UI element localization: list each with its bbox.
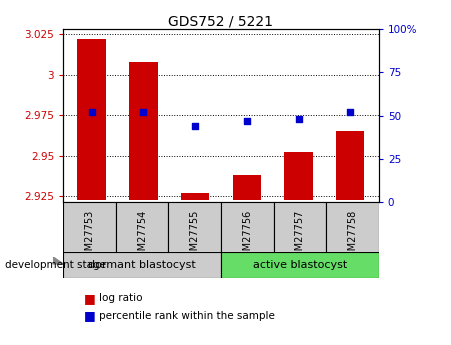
Point: [347, 109, 354, 115]
Bar: [221, 202, 274, 254]
Point: [192, 123, 199, 129]
Text: dormant blastocyst: dormant blastocyst: [88, 260, 196, 270]
Text: ■: ■: [83, 309, 95, 322]
Text: GSM27756: GSM27756: [242, 209, 252, 263]
Bar: [63, 252, 221, 278]
Bar: [233, 175, 261, 200]
Text: GSM27757: GSM27757: [295, 209, 305, 263]
Bar: [284, 152, 313, 200]
Text: GSM27758: GSM27758: [348, 209, 358, 263]
Bar: [63, 202, 116, 254]
Bar: [168, 202, 221, 254]
Bar: [336, 131, 364, 200]
Text: ■: ■: [83, 292, 95, 305]
Text: log ratio: log ratio: [99, 294, 143, 303]
Text: GSM27755: GSM27755: [190, 209, 200, 263]
Bar: [326, 202, 379, 254]
Text: GSM27753: GSM27753: [84, 209, 94, 263]
Point: [88, 109, 95, 115]
Point: [140, 109, 147, 115]
Text: active blastocyst: active blastocyst: [253, 260, 347, 270]
Bar: [274, 202, 326, 254]
Text: percentile rank within the sample: percentile rank within the sample: [99, 311, 275, 321]
Point: [243, 118, 250, 124]
Polygon shape: [53, 257, 63, 264]
Text: GSM27754: GSM27754: [137, 209, 147, 263]
Bar: [116, 202, 168, 254]
Bar: [221, 252, 379, 278]
Point: [295, 116, 302, 122]
Text: development stage: development stage: [5, 260, 106, 270]
Title: GDS752 / 5221: GDS752 / 5221: [169, 14, 273, 28]
Bar: [129, 62, 158, 200]
Bar: [78, 39, 106, 200]
Bar: [181, 193, 209, 200]
